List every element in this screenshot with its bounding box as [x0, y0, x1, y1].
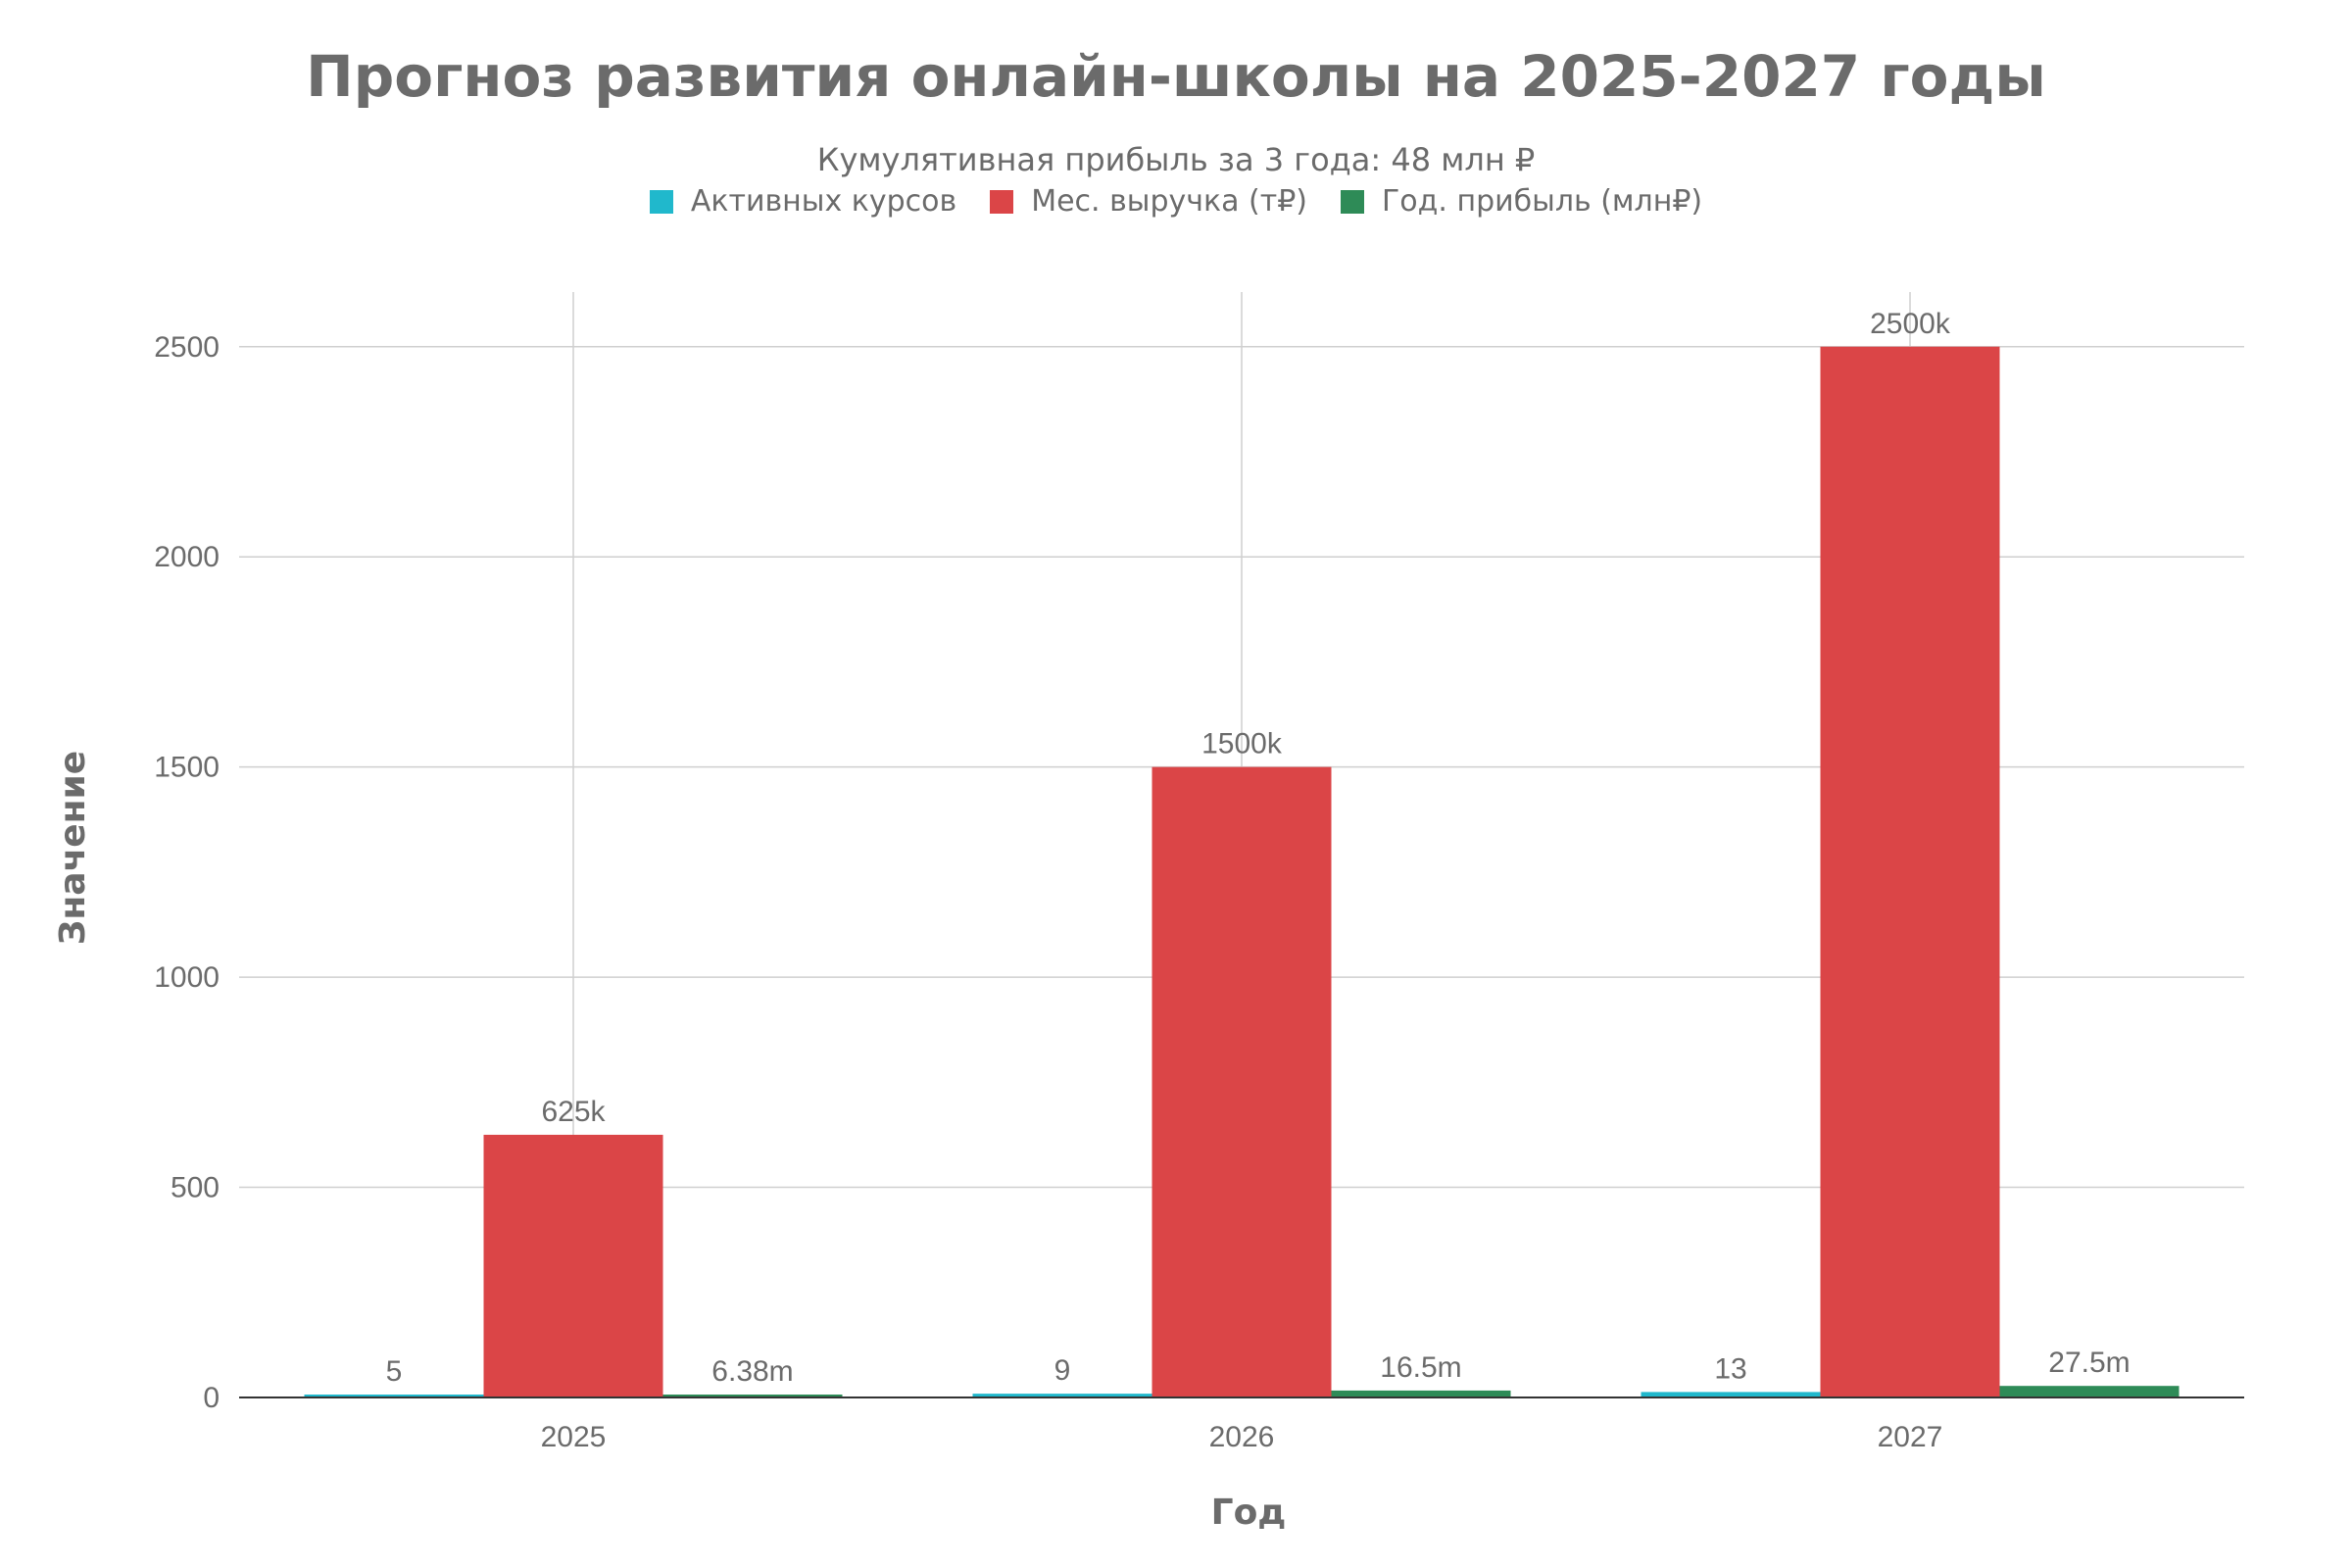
y-axis-title: Значение [53, 751, 93, 945]
bar-layer [304, 346, 2180, 1398]
chart-subtitle: Кумулятивная прибыль за 3 года: 48 млн ₽ [816, 141, 1536, 178]
bar[interactable] [1999, 1386, 2180, 1397]
legend-label-profit: Год. прибыль (млн₽) [1382, 184, 1703, 219]
chart-title: Прогноз развития онлайн-школы на 2025-20… [306, 43, 2046, 110]
legend-swatch-courses [649, 189, 673, 214]
y-tick-label: 1500 [154, 752, 220, 784]
legend-label-courses: Активных курсов [690, 184, 957, 219]
label-layer: 5 9 13 625k 1500k 2500k 6.38m 16.5m 27.5m [239, 308, 2244, 1398]
bar[interactable] [662, 1395, 843, 1397]
data-label: 13 [1714, 1352, 1746, 1385]
bar[interactable] [1331, 1390, 1511, 1397]
x-tick-label: 2027 [1878, 1421, 1943, 1453]
legend-swatch-revenue [990, 189, 1014, 214]
data-label: 6.38m [711, 1355, 793, 1388]
bar[interactable] [972, 1394, 1152, 1397]
data-label: 625k [541, 1096, 606, 1128]
bar[interactable] [1641, 1392, 1821, 1397]
legend-label-revenue: Мес. выручка (т₽) [1031, 184, 1308, 219]
chart-legend: Активных курсов Мес. выручка (т₽) Год. п… [0, 184, 2352, 219]
legend-item-revenue[interactable]: Мес. выручка (т₽) [990, 184, 1307, 219]
legend-item-profit[interactable]: Год. прибыль (млн₽) [1341, 184, 1702, 219]
x-axis-title: Год [1211, 1493, 1287, 1533]
data-label: 1500k [1201, 728, 1283, 760]
bar[interactable] [304, 1395, 484, 1397]
data-label: 2500k [1870, 308, 1951, 340]
legend-item-courses[interactable]: Активных курсов [649, 184, 957, 219]
y-tick-label: 0 [203, 1382, 220, 1414]
legend-swatch-profit [1341, 189, 1365, 214]
y-tick-label: 2500 [154, 331, 220, 364]
data-label: 5 [386, 1355, 403, 1388]
y-tick-label: 1000 [154, 961, 220, 994]
data-label: 27.5m [2048, 1347, 2130, 1379]
x-tick-label: 2026 [1209, 1421, 1275, 1453]
y-tick-label: 2000 [154, 541, 220, 573]
y-tick-label: 500 [171, 1172, 220, 1204]
bar[interactable] [1820, 346, 2000, 1398]
data-label: 9 [1054, 1354, 1071, 1387]
x-tick-label: 2025 [541, 1421, 607, 1453]
bar[interactable] [1152, 766, 1332, 1397]
data-label: 16.5m [1380, 1351, 1461, 1384]
bar[interactable] [483, 1134, 663, 1397]
